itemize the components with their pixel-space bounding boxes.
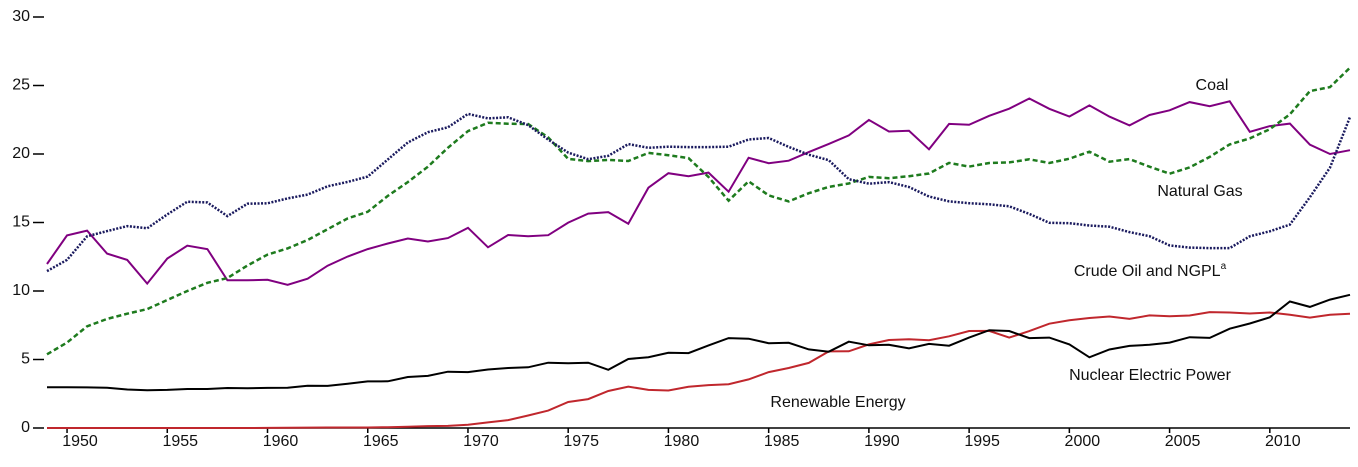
x-tick-label: 1995 <box>964 433 1000 450</box>
series-label-text: Crude Oil and NGPL <box>1074 263 1221 280</box>
series-label-text: Coal <box>1196 77 1229 94</box>
series-line <box>47 311 1351 429</box>
series-line <box>46 66 1351 356</box>
series-label: Renewable Energy <box>770 394 905 411</box>
series-label: Nuclear Electric Power <box>1069 367 1232 384</box>
series-label-text: Renewable Energy <box>770 394 905 411</box>
y-tick-label: 10 <box>12 282 30 299</box>
series-line <box>46 112 1352 273</box>
series-label: Coal <box>1196 77 1229 94</box>
x-tick-label: 1950 <box>62 433 98 450</box>
series-label: Crude Oil and NGPLa <box>1074 261 1227 281</box>
series-label: Natural Gas <box>1157 183 1242 200</box>
footnote-mark: a <box>1221 261 1227 272</box>
y-tick-label: 25 <box>12 77 30 94</box>
y-tick-label: 5 <box>21 351 30 368</box>
y-tick-label: 0 <box>21 419 30 436</box>
x-tick-label: 1955 <box>162 433 198 450</box>
series-line <box>46 97 1351 286</box>
series-label-text: Nuclear Electric Power <box>1069 367 1232 384</box>
x-tick-label: 1960 <box>263 433 299 450</box>
x-tick-label: 1980 <box>664 433 700 450</box>
y-tick-label: 15 <box>12 214 30 231</box>
x-tick-label: 2005 <box>1165 433 1201 450</box>
x-tick-label: 1970 <box>463 433 499 450</box>
x-tick-label: 2010 <box>1265 433 1301 450</box>
y-tick-label: 20 <box>12 145 30 162</box>
x-tick-label: 2000 <box>1065 433 1101 450</box>
x-tick-label: 1975 <box>563 433 599 450</box>
x-tick-label: 1985 <box>764 433 800 450</box>
y-tick-label: 30 <box>12 8 30 25</box>
x-tick-label: 1990 <box>864 433 900 450</box>
series-line <box>46 293 1351 392</box>
series-label-text: Natural Gas <box>1157 183 1242 200</box>
x-tick-label: 1965 <box>363 433 399 450</box>
